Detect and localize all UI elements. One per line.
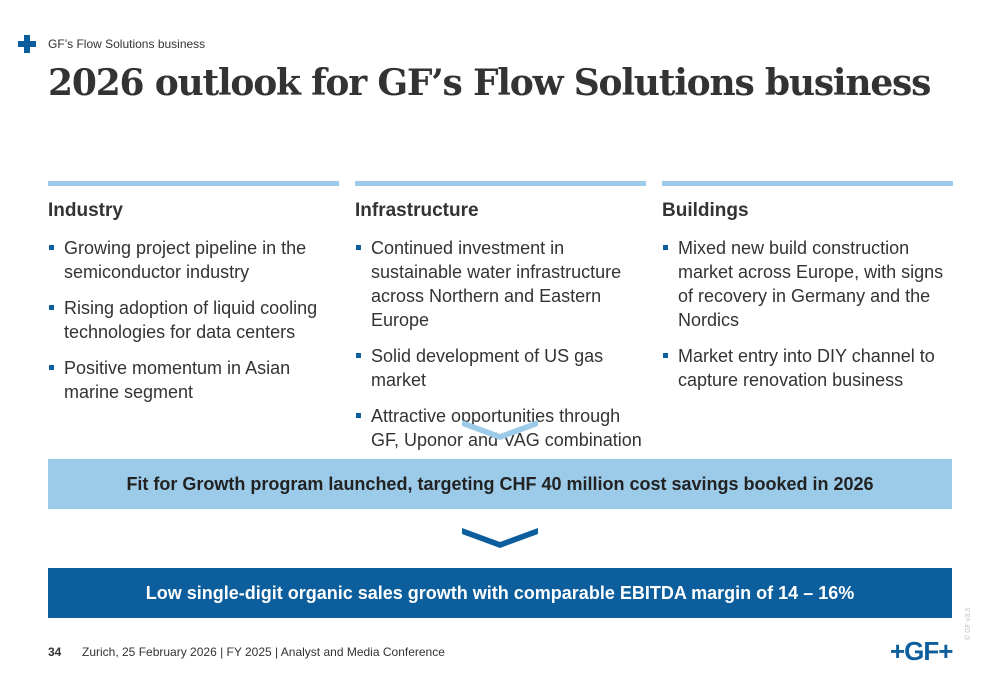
bullet: Continued investment in sustainable wate… <box>355 236 646 332</box>
chevron <box>462 420 538 440</box>
plus-icon <box>18 35 36 53</box>
column-bar <box>355 181 646 186</box>
bullet: Positive momentum in Asian marine segmen… <box>48 356 339 404</box>
bullet-list: Continued investment in sustainable wate… <box>355 236 646 452</box>
column-title: Industry <box>48 200 123 221</box>
column: Industry Growing project pipeline in the … <box>48 181 339 416</box>
section-label: GF’s Flow Solutions business <box>48 37 206 51</box>
bullet: Growing project pipeline in the semicond… <box>48 236 339 284</box>
page-number: 34 <box>48 645 62 659</box>
logo: +GF+ <box>890 636 953 666</box>
bullet: Attractive opportunities through GF, Upo… <box>355 404 646 452</box>
version: © GF v3.3 <box>965 608 972 640</box>
bullet: Solid development of US gas market <box>355 344 646 392</box>
footer-text: Zurich, 25 February 2026 | FY 2025 | Ana… <box>82 645 445 659</box>
title: 2026 outlook for GF’s Flow Solutions bus… <box>48 62 931 104</box>
bullet: Market entry into DIY channel to capture… <box>662 344 953 392</box>
column: Buildings Mixed new build construction ma… <box>662 181 953 404</box>
column-title: Buildings <box>662 200 749 221</box>
column-bar <box>48 181 339 186</box>
bullet: Mixed new build construction market acro… <box>662 236 953 332</box>
bullet-list: Mixed new build construction market acro… <box>662 236 953 392</box>
column: Infrastructure Continued investment in su… <box>355 181 646 464</box>
chevron <box>462 528 538 548</box>
banner: Fit for Growth program launched, targeti… <box>48 459 952 509</box>
column-title: Infrastructure <box>355 200 479 221</box>
column-bar <box>662 181 953 186</box>
bullet: Rising adoption of liquid cooling techno… <box>48 296 339 344</box>
bullet-list: Growing project pipeline in the semicond… <box>48 236 339 404</box>
banner: Low single-digit organic sales growth wi… <box>48 568 952 618</box>
